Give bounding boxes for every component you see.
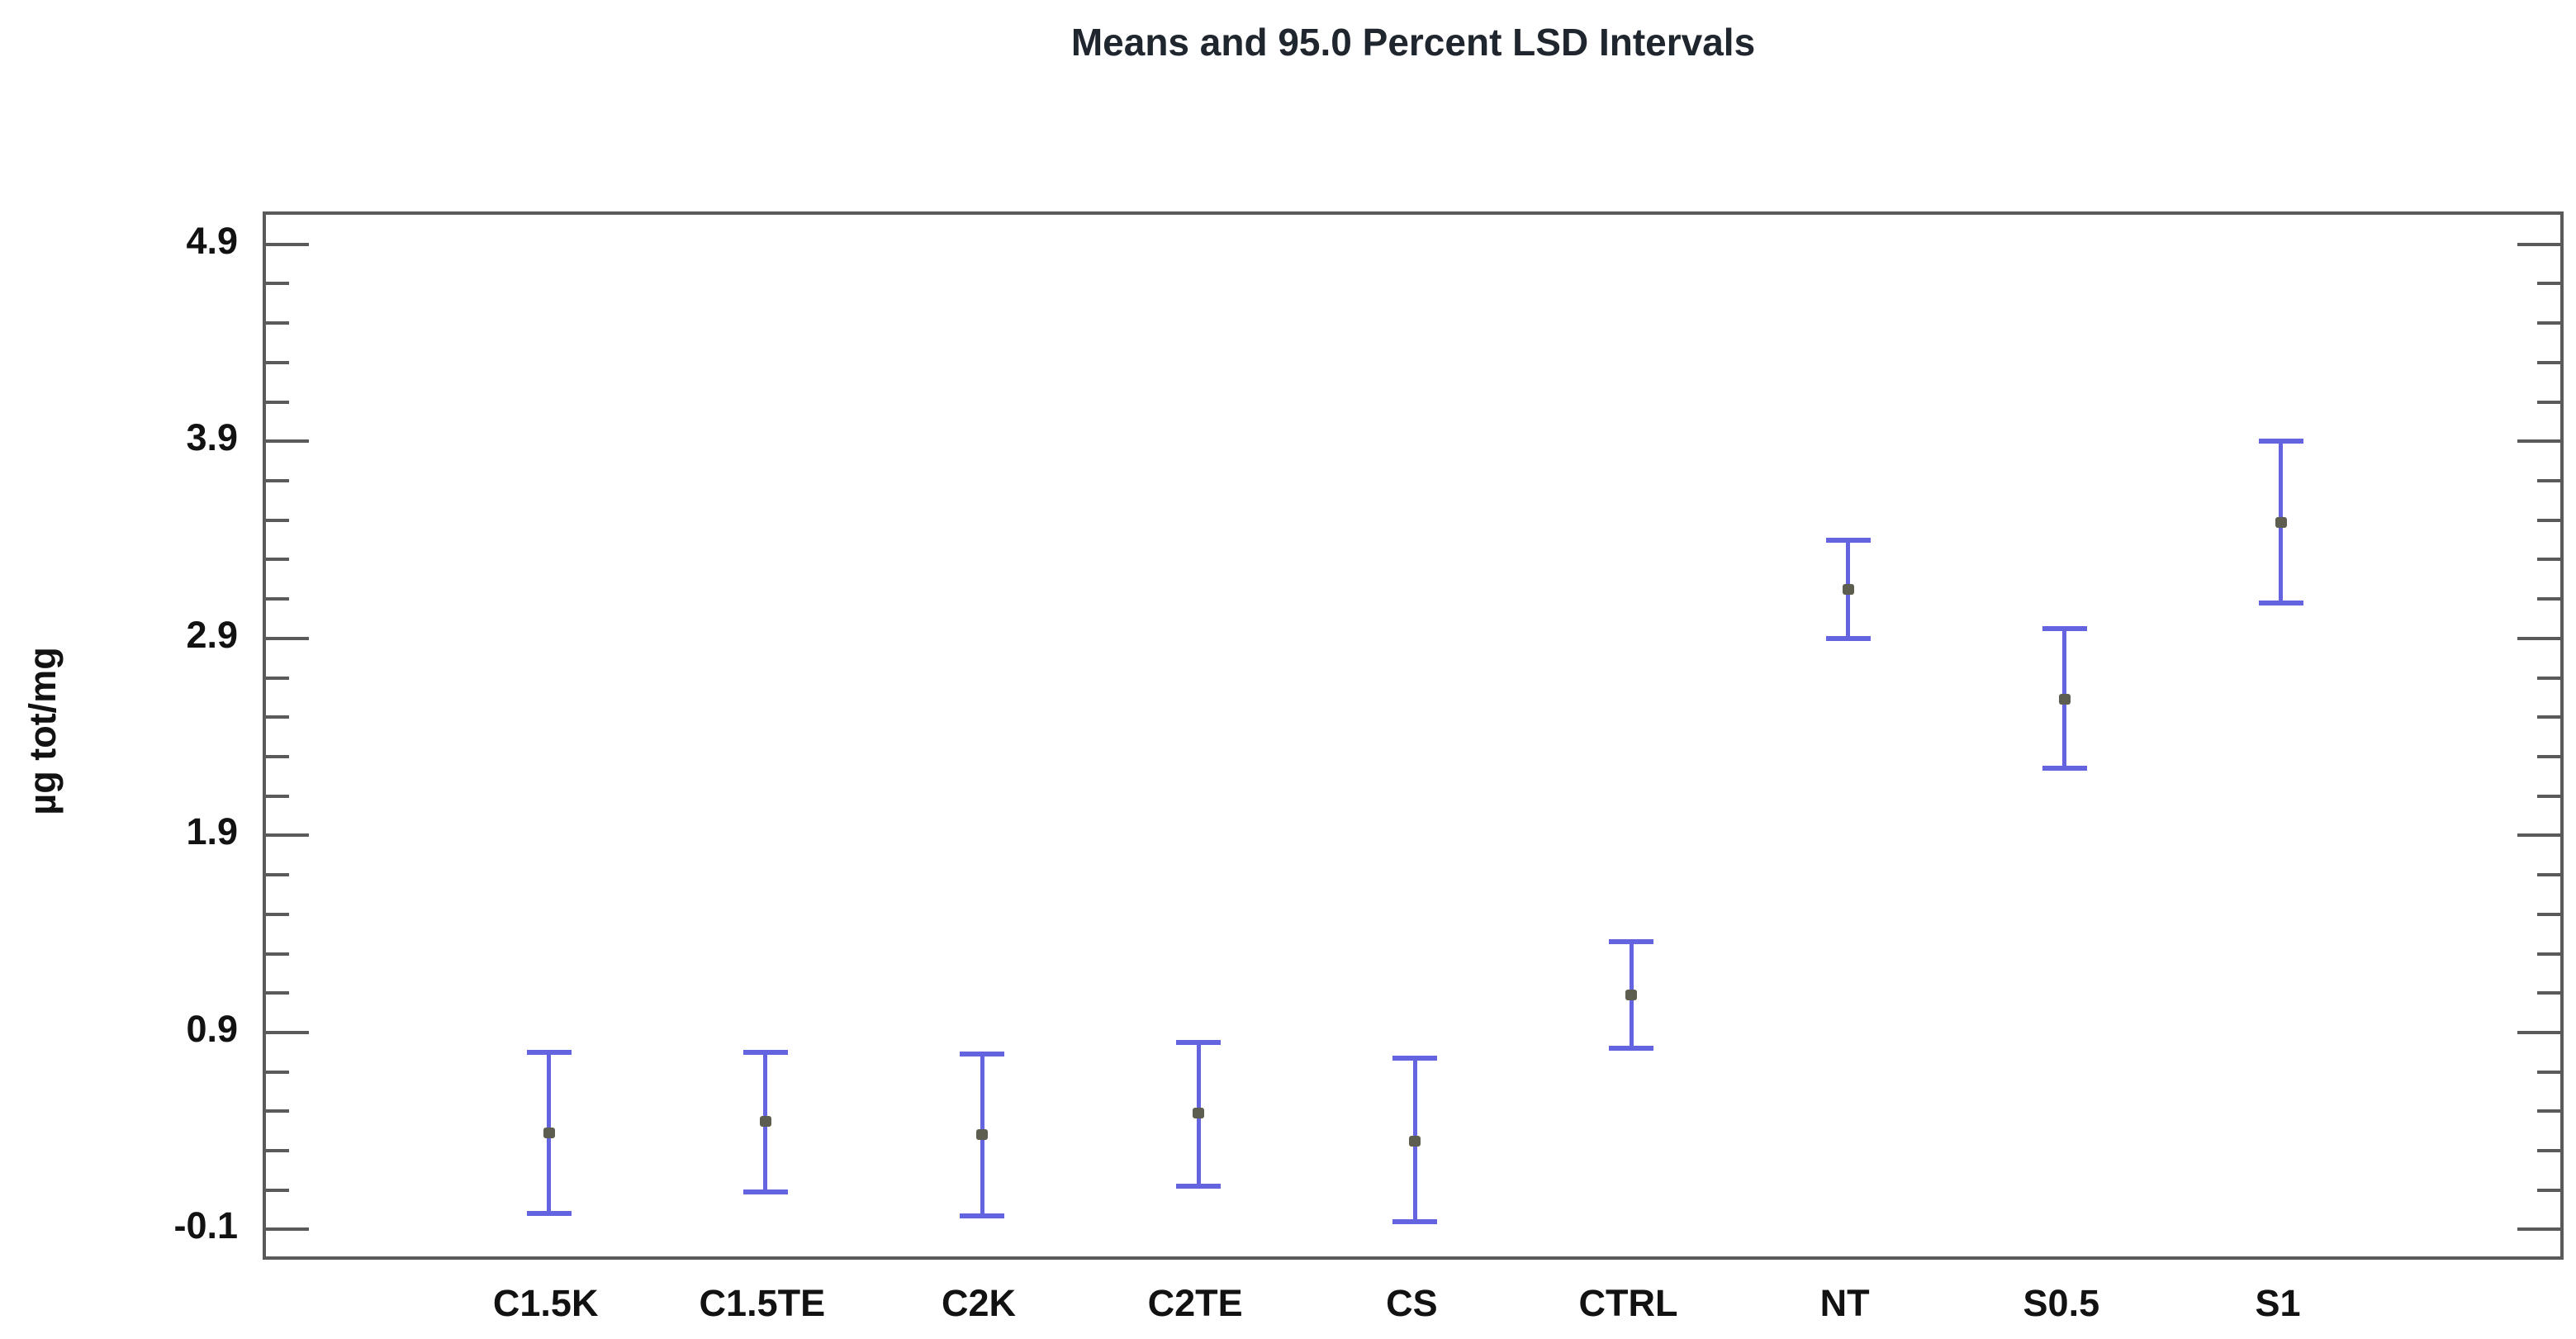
- mean-marker: [1193, 1108, 1205, 1119]
- y-minor-tick-left: [266, 1109, 289, 1113]
- y-minor-tick-left: [266, 558, 289, 561]
- y-minor-tick-right: [2537, 282, 2560, 285]
- error-bar-cap-top: [2258, 439, 2303, 444]
- mean-marker: [2058, 694, 2071, 705]
- y-major-tick-right: [2517, 243, 2560, 246]
- mean-marker: [976, 1129, 988, 1141]
- error-bar-cap-bottom: [2042, 766, 2087, 772]
- error-bar-cap-bottom: [1176, 1183, 1222, 1189]
- y-major-tick-left: [266, 243, 309, 246]
- y-minor-tick-left: [266, 677, 289, 680]
- y-minor-tick-right: [2537, 361, 2560, 364]
- y-tick-label: -0.1: [173, 1204, 238, 1247]
- y-minor-tick-right: [2537, 597, 2560, 601]
- y-minor-tick-left: [266, 795, 289, 798]
- x-category-label: S0.5: [2023, 1282, 2100, 1324]
- x-category-label: CS: [1386, 1282, 1438, 1324]
- x-category-label: C1.5TE: [699, 1282, 826, 1324]
- x-category-label: S1: [2255, 1282, 2301, 1324]
- error-bar-cap-bottom: [2258, 600, 2303, 605]
- y-major-tick-right: [2517, 439, 2560, 443]
- error-bar-cap-top: [1392, 1055, 1438, 1061]
- y-major-tick-left: [266, 833, 309, 837]
- y-major-tick-right: [2517, 1031, 2560, 1034]
- x-category-label: C2TE: [1147, 1282, 1243, 1324]
- error-bar-cap-top: [960, 1052, 1004, 1057]
- y-tick-label: 4.9: [186, 219, 238, 262]
- y-tick-label: 0.9: [186, 1007, 238, 1050]
- y-minor-tick-right: [2537, 913, 2560, 916]
- mean-marker: [1409, 1135, 1421, 1147]
- y-tick-label: 2.9: [186, 613, 238, 656]
- y-minor-tick-left: [266, 1071, 289, 1074]
- error-bar-cap-bottom: [1825, 635, 1871, 641]
- y-tick-label: 1.9: [186, 810, 238, 853]
- y-minor-tick-right: [2537, 873, 2560, 876]
- y-minor-tick-left: [266, 913, 289, 916]
- y-minor-tick-left: [266, 1189, 289, 1192]
- y-major-tick-left: [266, 1227, 309, 1231]
- y-minor-tick-left: [266, 873, 289, 876]
- mean-marker: [543, 1128, 555, 1139]
- y-minor-tick-right: [2537, 1109, 2560, 1113]
- y-major-tick-left: [266, 637, 309, 640]
- error-bar-cap-top: [1825, 537, 1871, 543]
- y-minor-tick-left: [266, 755, 289, 758]
- y-minor-tick-right: [2537, 558, 2560, 561]
- x-category-label: NT: [1819, 1282, 1870, 1324]
- y-minor-tick-left: [266, 519, 289, 522]
- y-minor-tick-right: [2537, 1149, 2560, 1152]
- y-minor-tick-right: [2537, 401, 2560, 404]
- y-minor-tick-right: [2537, 677, 2560, 680]
- y-tick-label: 3.9: [186, 416, 238, 459]
- error-bar-cap-top: [2042, 625, 2087, 631]
- x-category-label: C2K: [941, 1282, 1017, 1324]
- y-minor-tick-right: [2537, 1071, 2560, 1074]
- mean-marker: [1625, 990, 1638, 1001]
- y-major-tick-left: [266, 1031, 309, 1034]
- x-category-label: CTRL: [1578, 1282, 1678, 1324]
- chart-title: Means and 95.0 Percent LSD Intervals: [1070, 21, 1756, 64]
- y-minor-tick-left: [266, 1149, 289, 1152]
- error-bar-cap-top: [1609, 939, 1654, 945]
- error-bar-cap-bottom: [1392, 1218, 1438, 1224]
- y-minor-tick-left: [266, 321, 289, 325]
- y-minor-tick-right: [2537, 1189, 2560, 1192]
- y-minor-tick-left: [266, 282, 289, 285]
- y-minor-tick-left: [266, 715, 289, 719]
- error-bar-cap-bottom: [526, 1211, 572, 1217]
- y-minor-tick-right: [2537, 991, 2560, 995]
- error-bar-cap-top: [742, 1049, 788, 1055]
- y-minor-tick-left: [266, 952, 289, 956]
- y-minor-tick-right: [2537, 479, 2560, 482]
- error-bar-cap-top: [1176, 1039, 1222, 1045]
- y-minor-tick-right: [2537, 755, 2560, 758]
- y-minor-tick-right: [2537, 321, 2560, 325]
- mean-marker: [2275, 516, 2287, 528]
- y-major-tick-right: [2517, 833, 2560, 837]
- y-major-tick-right: [2517, 637, 2560, 640]
- x-category-label: C1.5K: [492, 1282, 599, 1324]
- y-minor-tick-right: [2537, 715, 2560, 719]
- y-minor-tick-left: [266, 479, 289, 482]
- y-minor-tick-right: [2537, 952, 2560, 956]
- error-bar-cap-bottom: [1609, 1045, 1654, 1051]
- y-minor-tick-left: [266, 597, 289, 601]
- error-bar-cap-top: [526, 1049, 572, 1055]
- error-bar-cap-bottom: [960, 1213, 1004, 1218]
- y-axis-title: µg tot/mg: [21, 647, 64, 815]
- y-minor-tick-left: [266, 991, 289, 995]
- mean-marker: [759, 1115, 771, 1127]
- y-major-tick-left: [266, 439, 309, 443]
- y-minor-tick-right: [2537, 795, 2560, 798]
- y-minor-tick-right: [2537, 519, 2560, 522]
- y-minor-tick-left: [266, 361, 289, 364]
- y-major-tick-right: [2517, 1227, 2560, 1231]
- mean-marker: [1842, 583, 1854, 595]
- error-bar-cap-bottom: [742, 1189, 788, 1195]
- plot-area: [263, 211, 2564, 1260]
- y-minor-tick-left: [266, 401, 289, 404]
